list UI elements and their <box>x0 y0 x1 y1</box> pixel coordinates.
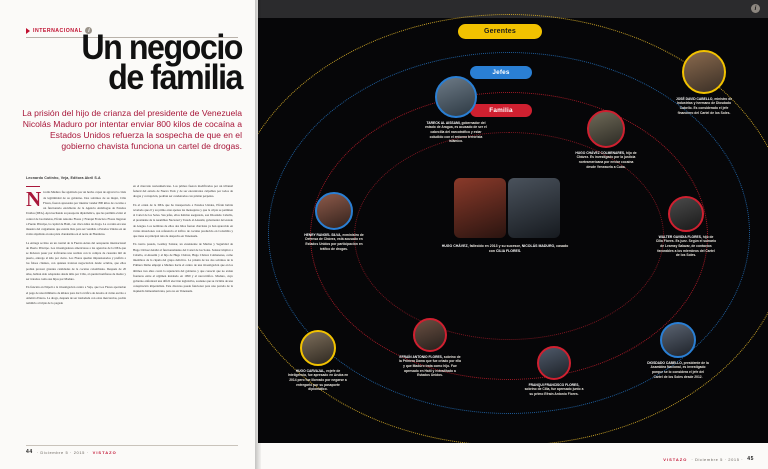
person-name: HUGO CARVAJAL, <box>295 368 326 373</box>
person-node-hugo-chavez-colmenares[interactable]: HUGO CHÁVEZ COLMENARES, hijo de Chávez. … <box>558 110 654 169</box>
center-text-3: casado con <box>488 244 569 254</box>
center-caption: HUGO CHÁVEZ, fallecido en 2013 y su suce… <box>440 244 570 255</box>
right-footer: VISTAZO · Diciembre 5 · 2015 · 45 <box>258 443 768 469</box>
folio-number: 44 <box>26 449 33 455</box>
category-pill-jefes[interactable]: Jefes <box>470 66 532 79</box>
person-name: JOSÉ DAVID CABELLO, <box>675 96 714 101</box>
person-caption: TARECK AL AISSAMI, gobernador del estado… <box>425 121 487 144</box>
paragraph: La entrega se hizo en un cuartel de la F… <box>26 240 126 282</box>
person-description: exjefe de Inteligencia, fue apresado en … <box>287 368 349 392</box>
avatar <box>537 346 571 380</box>
center-name-chavez: HUGO CHÁVEZ, <box>441 244 469 248</box>
paragraph: En cuarto pasado, Leamsy Salazar, un exa… <box>133 242 234 294</box>
avatar <box>668 196 704 232</box>
standfirst: La prisión del hijo de crianza del presi… <box>22 108 242 152</box>
left-page: INTERNACIONAL i Un negocio de familia La… <box>0 0 258 469</box>
avatar <box>435 76 477 118</box>
magazine-name: VISTAZO <box>663 456 688 462</box>
avatar-hugo-chavez <box>454 178 506 238</box>
kicker-label: INTERNACIONAL <box>33 27 83 34</box>
avatar-nicolas-maduro <box>508 178 560 238</box>
column-rule <box>26 186 40 188</box>
person-description: sobrino de la Primera Dama que fue criad… <box>399 354 461 378</box>
avatar <box>587 110 625 148</box>
person-name: WALTER GAVIDIA FLORES, <box>658 234 702 239</box>
person-node-henry-rangel-silva[interactable]: HENRY RANGEL SILVA, exministro de Defens… <box>286 192 382 251</box>
person-name: HUGO CHÁVEZ COLMENARES, <box>575 150 626 155</box>
avatar <box>660 322 696 358</box>
center-name-maduro: NICOLÁS MADURO, <box>521 244 556 248</box>
footer-date: · Diciembre 5 · 2015 · <box>691 456 744 462</box>
person-node-franqui-francisco-flores[interactable]: FRANQUI FRANCISCO FLORES, sobrino de Cil… <box>506 346 602 397</box>
person-name: HENRY RANGEL SILVA, <box>304 232 342 237</box>
footer-date: · Diciembre 5 · 2015 · <box>36 449 89 455</box>
person-description: hijo de Cilia Flores. Es juez. Según el … <box>655 234 717 258</box>
page-gutter <box>255 0 261 469</box>
person-node-hugo-carvajal[interactable]: HUGO CARVAJAL, exjefe de Inteligencia, f… <box>270 330 366 392</box>
avatar <box>300 330 336 366</box>
folio-number: 45 <box>747 456 754 462</box>
avatar <box>413 318 447 352</box>
person-name: FRANQUI FRANCISCO FLORES, <box>528 382 580 387</box>
person-caption: HUGO CARVAJAL, exjefe de Inteligencia, f… <box>287 369 349 392</box>
column-2-text: en el mercado norteamericano. Los primos… <box>133 184 233 295</box>
center-name-flores: CILIA FLORES. <box>496 249 522 254</box>
info-badge-icon: i <box>85 27 93 34</box>
paragraph: en el mercado norteamericano. Los primos… <box>133 184 233 199</box>
right-page: i Gerentes Jefes Familia TARECK AL AISSA… <box>258 0 768 469</box>
center-text-2: y su sucesor, <box>498 244 522 248</box>
person-caption: DIOSDADO CABELLO, presidente de la Asamb… <box>647 361 709 380</box>
person-caption: WALTER GAVIDIA FLORES, hijo de Cilia Flo… <box>655 235 717 258</box>
person-node-walter-gavidia-flores[interactable]: WALTER GAVIDIA FLORES, hijo de Cilia Flo… <box>638 196 734 258</box>
person-description: gobernador del estado de Aragua, es acus… <box>425 120 487 144</box>
person-node-diosdado-cabello[interactable]: DIOSDADO CABELLO, presidente de la Asamb… <box>630 322 726 379</box>
person-node-tareck-al-aissami[interactable]: TARECK AL AISSAMI, gobernador del estado… <box>408 76 504 144</box>
page-title: Un negocio de familia <box>14 28 243 97</box>
paragraph: En función en Nápoli a la investigación … <box>26 285 126 306</box>
byline: Leonardo Cotinho, Veja, Editora Abril S.… <box>26 176 101 180</box>
info-badge-icon: i <box>751 4 760 13</box>
headline-line-2: de familia <box>108 57 243 97</box>
person-description: presidente de la Asamblea Nacional, es i… <box>650 360 709 379</box>
center-leaders-photos <box>454 178 560 238</box>
left-footer: 44 · Diciembre 5 · 2015 · VISTAZO <box>26 445 238 455</box>
person-caption: JOSÉ DAVID CABELLO, ministro de Industri… <box>673 97 735 116</box>
center-text-1: fallecido en 2013 <box>468 244 498 248</box>
avatar <box>315 192 353 230</box>
paragraph: En el orden de la DEA que ha transportad… <box>133 202 233 239</box>
kicker: INTERNACIONAL i <box>26 27 93 34</box>
drop-cap: N <box>26 187 42 212</box>
category-pill-familia[interactable]: Familia <box>470 104 532 117</box>
person-caption: HUGO CHÁVEZ COLMENARES, hijo de Chávez. … <box>575 151 637 170</box>
person-name: DIOSDADO CABELLO, <box>647 360 683 365</box>
person-caption: FRANQUI FRANCISCO FLORES, sobrino de Cil… <box>523 383 585 397</box>
kicker-rule <box>26 28 238 38</box>
person-node-jose-david-cabello[interactable]: JOSÉ DAVID CABELLO, ministro de Industri… <box>656 50 752 115</box>
category-pill-gerentes[interactable]: Gerentes <box>458 24 542 39</box>
right-page-topbar <box>258 0 768 18</box>
person-node-efrain-antonio-flores[interactable]: EFRAÍN ANTONIO FLORES, sobrino de la Pri… <box>382 318 478 378</box>
person-name: TARECK AL AISSAMI, <box>426 120 461 125</box>
person-caption: EFRAÍN ANTONIO FLORES, sobrino de la Pri… <box>399 355 461 378</box>
person-caption: HENRY RANGEL SILVA, exministro de Defens… <box>303 233 365 252</box>
paragraph: icolás Maduro fue agobiado por un hecho … <box>26 190 127 237</box>
person-description: exministro de Defensa de Chávez, está ac… <box>305 232 364 251</box>
person-description: hijo de Chávez. Es investigado por la ju… <box>576 150 637 169</box>
right-footer-inner: VISTAZO · Diciembre 5 · 2015 · 45 <box>663 456 754 462</box>
avatar <box>682 50 726 94</box>
person-description: sobrino de Cilia, fue apresado junto a s… <box>524 387 584 396</box>
person-description: ministro de Industrias y hermano de Dios… <box>676 96 733 115</box>
headline-line-1: Un negocio <box>81 28 243 67</box>
column-2: en el mercado norteamericano. Los primos… <box>133 184 233 442</box>
triangle-icon <box>26 27 30 34</box>
magazine-name: VISTAZO <box>92 449 117 455</box>
person-name: EFRAÍN ANTONIO FLORES, <box>399 354 443 359</box>
